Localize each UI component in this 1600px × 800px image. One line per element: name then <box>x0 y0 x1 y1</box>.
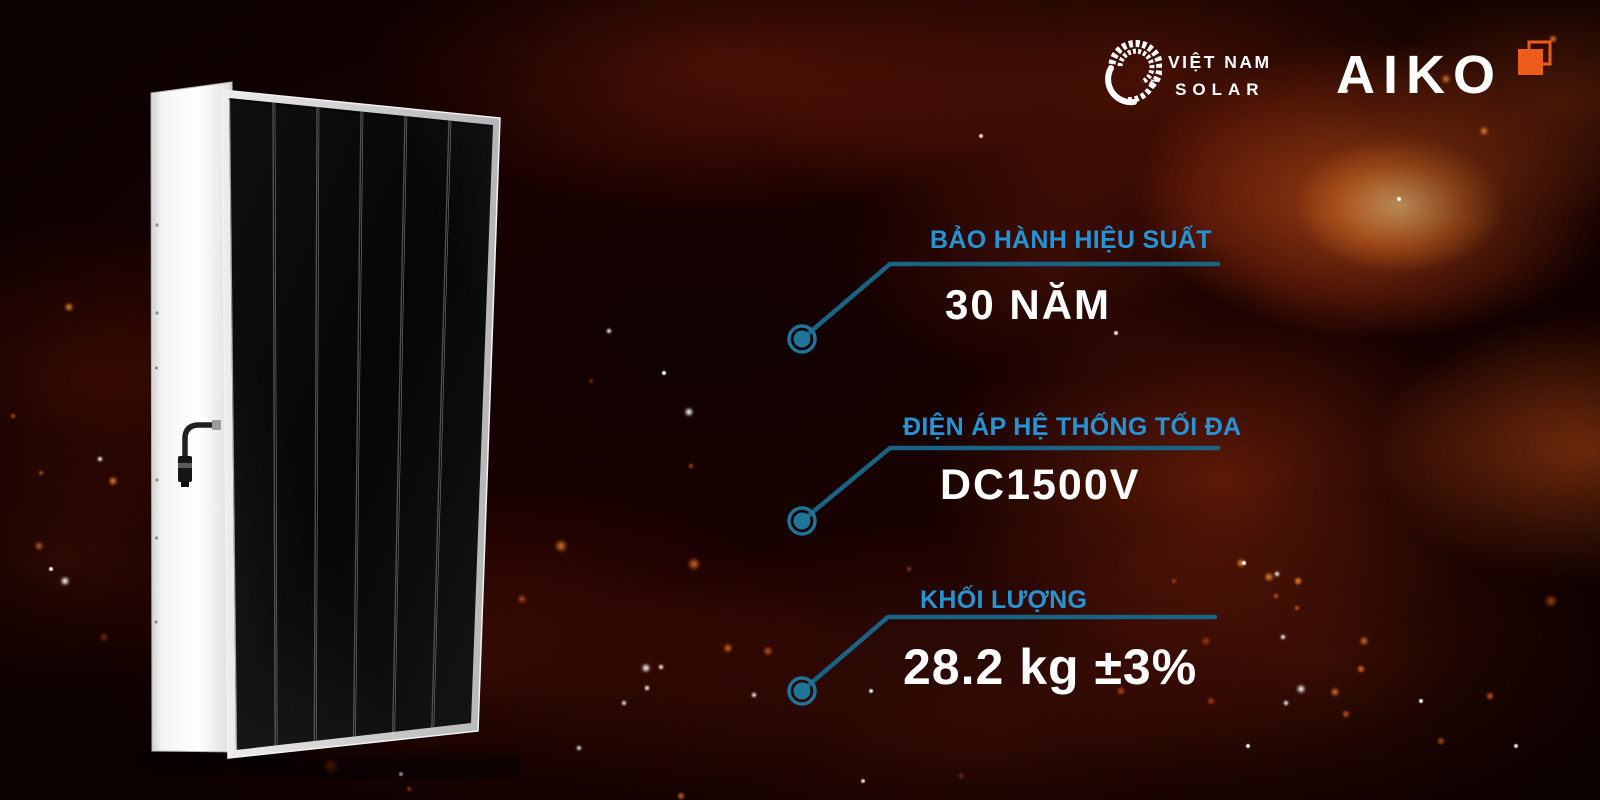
spec-label-warranty: BẢO HÀNH HIỆU SUẤT <box>930 226 1212 254</box>
aiko-wordmark: AIKO <box>1336 45 1503 105</box>
globe-swirl-icon <box>1105 40 1162 106</box>
callout-connector <box>787 445 1221 536</box>
callout-connector <box>787 614 1218 706</box>
solar-panel-illustration <box>140 81 520 779</box>
vietnam-solar-sub: SOLAR <box>1175 80 1265 99</box>
panel-front <box>221 89 501 759</box>
spec-value-weight: 28.2 kg ±3% <box>903 639 1198 695</box>
callout-connector <box>787 261 1221 354</box>
ground-shadow <box>240 755 520 779</box>
aiko-squares-icon <box>1518 40 1552 75</box>
spec-label-weight: KHỐI LƯỢNG <box>920 586 1088 614</box>
spec-value-voltage: DC1500V <box>940 461 1141 509</box>
spec-label-voltage: ĐIỆN ÁP HỆ THỐNG TỐI ĐA <box>903 413 1242 441</box>
vietnam-solar-name: VIỆT NAM <box>1168 52 1272 72</box>
panel-back <box>150 81 241 753</box>
panel-cable <box>178 420 221 487</box>
spec-value-warranty: 30 NĂM <box>945 281 1112 328</box>
vietnam-solar-logo: VIỆT NAM SOLAR <box>1098 40 1272 106</box>
